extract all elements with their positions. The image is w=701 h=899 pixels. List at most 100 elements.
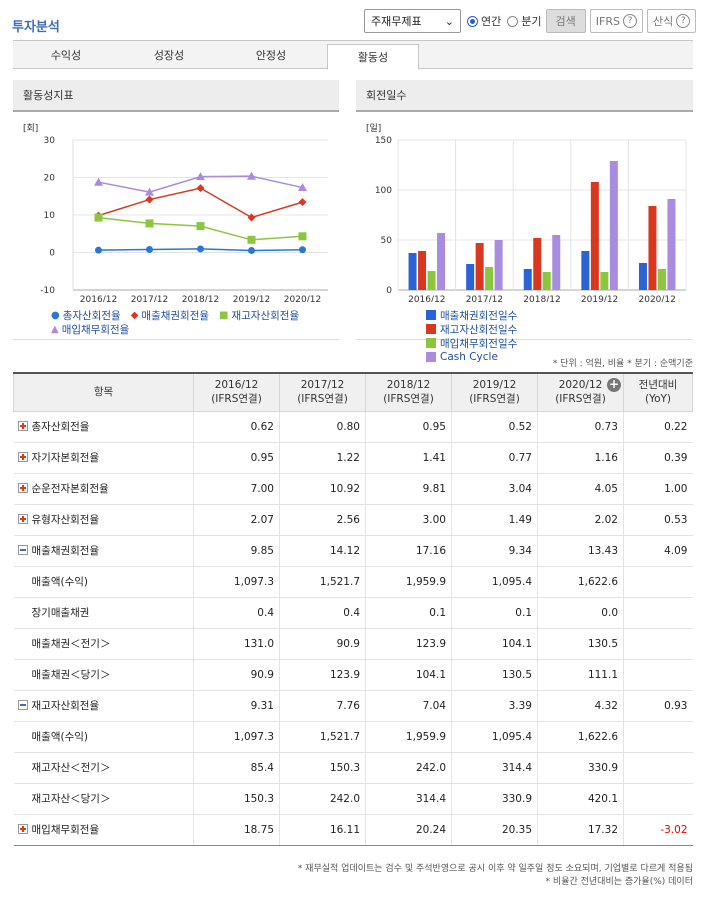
table-row: 재고자산＜전기＞ 85.4 150.3 242.0 314.4 330.9 <box>13 752 693 784</box>
statement-select-value: 주재무제표 <box>371 15 422 28</box>
data-point <box>248 247 255 255</box>
row-label[interactable]: 총자산회전율 <box>13 411 194 443</box>
legend-marker-icon: ▲ <box>51 323 59 335</box>
tab-profitability[interactable]: 수익성 <box>50 49 82 62</box>
page-title: 투자분석 <box>12 20 60 35</box>
tab-growth[interactable]: 성장성 <box>153 49 185 62</box>
data-point <box>196 222 205 231</box>
legend-item: 매입채무회전일수 <box>426 336 532 350</box>
cell-value: 1.22 <box>279 442 366 474</box>
collapse-icon[interactable] <box>17 700 28 710</box>
chevron-down-icon: ⌄ <box>444 14 454 28</box>
legend-item: Cash Cycle <box>426 350 566 364</box>
cell-value: 7.04 <box>365 690 452 722</box>
legend-item: ● 총자산회전율 <box>51 308 121 322</box>
cell-value: 111.1 <box>537 659 624 691</box>
cell-yoy: 0.39 <box>623 442 693 474</box>
cell-value: 3.04 <box>451 473 538 505</box>
tab-activity[interactable]: 활동성 <box>327 44 419 70</box>
row-label[interactable]: 유형자산회전율 <box>13 504 194 536</box>
formula-help-button[interactable]: 산식 ? <box>646 9 697 33</box>
row-label[interactable]: 매출채권회전율 <box>13 535 194 567</box>
cell-value: 0.73 <box>537 411 624 443</box>
ifrs-help-button[interactable]: IFRS ? <box>589 9 643 33</box>
header-yoy-label: 전년대비 <box>638 379 678 392</box>
table-row: 매출액(수익) 1,097.3 1,521.7 1,959.9 1,095.4 1,622… <box>13 721 693 753</box>
radio-annual[interactable]: 연간 <box>467 13 501 29</box>
row-label-text: 순운전자본회전율 <box>31 483 109 495</box>
cell-value: 9.34 <box>451 535 538 567</box>
cell-value: 0.52 <box>451 411 538 443</box>
legend-item: 재고자산회전일수 <box>426 322 566 336</box>
cell-value: 123.9 <box>279 659 366 691</box>
cell-value: 314.4 <box>451 752 538 784</box>
header-year-1: 2017/12 (IFRS연결) <box>279 372 366 412</box>
legend-item: ▲ 매입채무회전율 <box>51 322 129 336</box>
cell-value: 2.07 <box>193 504 280 536</box>
cell-value: 17.32 <box>537 814 624 846</box>
cell-value: 1,521.7 <box>279 566 366 598</box>
row-label[interactable]: 재고자산회전율 <box>13 690 194 722</box>
bar <box>581 251 590 290</box>
data-point <box>196 172 205 181</box>
cell-value: 0.95 <box>193 442 280 474</box>
expand-icon[interactable] <box>17 421 28 431</box>
header-year-0: 2016/12 (IFRS연결) <box>193 372 280 412</box>
row-label[interactable]: 자기자본회전율 <box>13 442 194 474</box>
data-point <box>298 183 307 192</box>
collapse-icon[interactable] <box>17 545 28 555</box>
cell-value: 3.00 <box>365 504 452 536</box>
expand-icon[interactable] <box>17 824 28 834</box>
cell-yoy <box>623 721 693 753</box>
cell-yoy: 0.93 <box>623 690 693 722</box>
header-year-label: 2016/12 <box>214 379 259 392</box>
bar <box>466 264 475 290</box>
y-axis-unit: [일] <box>366 123 381 134</box>
x-tick-label: 2017/12 <box>131 295 168 302</box>
legend-marker-icon: ● <box>51 309 60 321</box>
header-basis-label: (IFRS연결) <box>383 393 434 406</box>
row-label[interactable]: 매입채무회전율 <box>13 814 194 846</box>
header-basis-label: (IFRS연결) <box>297 393 348 406</box>
radio-quarter[interactable]: 분기 <box>507 13 542 29</box>
cell-value: 104.1 <box>365 659 452 691</box>
cell-yoy <box>623 752 693 784</box>
y-tick-label: 0 <box>49 249 55 259</box>
row-label-text: 매출액(수익) <box>31 576 89 588</box>
cell-value: 0.77 <box>451 442 538 474</box>
cell-value: 14.12 <box>279 535 366 567</box>
row-label-text: 매출채권＜당기＞ <box>31 669 111 681</box>
table-row: 매출채권＜전기＞ 131.0 90.9 123.9 104.1 130.5 <box>13 628 693 660</box>
table-row: 장기매출채권 0.4 0.4 0.1 0.1 0.0 <box>13 597 693 629</box>
cell-yoy: -3.02 <box>623 814 693 846</box>
expand-icon[interactable] <box>17 483 28 493</box>
table-row: 총자산회전율 0.62 0.80 0.95 0.52 0.73 0.22 <box>13 411 693 443</box>
tab-stability[interactable]: 안정성 <box>255 49 287 62</box>
bar <box>475 243 484 290</box>
bar <box>638 263 647 290</box>
legend-label: 재고자산회전율 <box>231 309 300 322</box>
cell-value: 0.4 <box>279 597 366 629</box>
bar <box>552 235 561 290</box>
expand-icon[interactable] <box>17 452 28 462</box>
legend-label: 매출채권회전일수 <box>440 309 518 322</box>
search-button[interactable]: 검색 <box>545 9 586 33</box>
cell-value: 4.05 <box>537 473 624 505</box>
header-yoy-sub: (YoY) <box>644 393 672 406</box>
add-column-icon[interactable]: + <box>607 377 621 392</box>
row-label[interactable]: 순운전자본회전율 <box>13 473 194 505</box>
footnote-yoy: * 비율간 전년대비는 증가율(%) 데이터 <box>545 877 693 887</box>
row-label: 매출채권＜당기＞ <box>13 659 194 691</box>
cell-value: 0.4 <box>193 597 280 629</box>
header-year-label: 2019/12 <box>472 379 517 392</box>
legend-item: ◆ 매출채권회전율 <box>131 308 209 322</box>
data-point <box>247 235 256 244</box>
ifrs-label: IFRS <box>595 14 620 28</box>
cell-value: 2.02 <box>537 504 624 536</box>
cell-value: 1,959.9 <box>365 566 452 598</box>
expand-icon[interactable] <box>17 514 28 524</box>
statement-select[interactable]: 주재무제표 ⌄ <box>364 9 461 33</box>
cell-value: 242.0 <box>365 752 452 784</box>
cell-value: 2.56 <box>279 504 366 536</box>
cell-value: 20.24 <box>365 814 452 846</box>
